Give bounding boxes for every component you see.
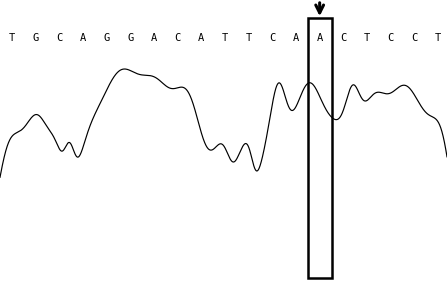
Text: C: C <box>174 33 181 43</box>
Text: G: G <box>127 33 134 43</box>
Text: A: A <box>316 33 323 43</box>
Text: T: T <box>245 33 252 43</box>
Text: T: T <box>222 33 228 43</box>
Text: A: A <box>293 33 299 43</box>
Text: A: A <box>198 33 204 43</box>
Text: T: T <box>9 33 15 43</box>
Text: C: C <box>411 33 417 43</box>
Text: C: C <box>388 33 394 43</box>
Text: T: T <box>435 33 441 43</box>
Text: G: G <box>33 33 39 43</box>
Text: C: C <box>269 33 275 43</box>
Text: C: C <box>56 33 63 43</box>
Bar <box>308 18 332 278</box>
Text: A: A <box>80 33 86 43</box>
Text: C: C <box>340 33 346 43</box>
Text: G: G <box>104 33 110 43</box>
Text: T: T <box>364 33 370 43</box>
Text: A: A <box>151 33 157 43</box>
